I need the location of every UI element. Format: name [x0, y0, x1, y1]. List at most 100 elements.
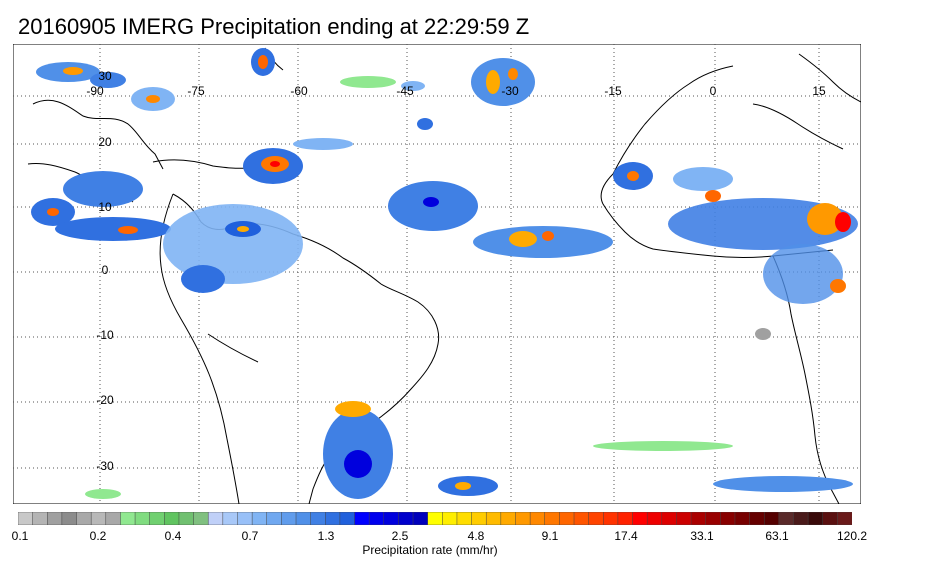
- rain-patch: [388, 181, 478, 231]
- rain-patch: [668, 190, 858, 304]
- colorbar-cell: [807, 512, 824, 525]
- lat-tick-label: -20: [96, 393, 114, 407]
- colorbar-tick-label: 0.7: [241, 529, 259, 543]
- colorbar-cell: [471, 512, 487, 525]
- lon-tick-label: 0: [710, 84, 717, 98]
- rain-patch: [613, 162, 733, 191]
- colorbar-cell: [500, 512, 517, 525]
- precipitation-map: -90 -75 -60 -45 -30 -15 0 15 30 20 10 0 …: [13, 44, 861, 504]
- colorbar-cell: [485, 512, 502, 525]
- lat-tick-label: -10: [96, 328, 114, 342]
- lon-tick-labels: -90 -75 -60 -45 -30 -15 0 15: [86, 84, 826, 98]
- colorbar-cell: [266, 512, 282, 525]
- colorbar-cell: [749, 512, 765, 525]
- colorbar-tick-label: 9.1: [541, 529, 559, 543]
- colorbar-tick-label: 2.5: [391, 529, 409, 543]
- colorbar-cell: [822, 512, 838, 525]
- colorbar-cell: [251, 512, 268, 525]
- colorbar-cell: [325, 512, 341, 525]
- lat-tick-labels: 30 20 10 0 -10 -20 -30: [96, 69, 114, 473]
- rain-patch: [471, 58, 535, 106]
- colorbar-cell: [676, 512, 692, 525]
- lat-tick-label: 10: [98, 200, 112, 214]
- colorbar-cell: [661, 512, 677, 525]
- rain-patch: [31, 171, 171, 241]
- colorbar-tick-label: 120.2: [836, 529, 868, 543]
- lon-tick-label: 15: [812, 84, 826, 98]
- lon-tick-label: -90: [86, 84, 104, 98]
- lat-tick-label: 30: [98, 69, 112, 83]
- colorbar-cell: [705, 512, 721, 525]
- lat-tick-label: -30: [96, 459, 114, 473]
- colorbar-cell: [120, 512, 136, 525]
- lon-tick-label: -60: [290, 84, 308, 98]
- colorbar-cell: [603, 512, 619, 525]
- colorbar-cell: [793, 512, 809, 525]
- colorbar-cell: [18, 512, 34, 525]
- rain-patch: [163, 204, 303, 293]
- colorbar-cell: [368, 512, 385, 525]
- colorbar-cell: [398, 512, 414, 525]
- colorbar-title: Precipitation rate (mm/hr): [362, 543, 498, 557]
- colorbar-cell: [837, 512, 852, 525]
- colorbar-cell: [544, 512, 560, 525]
- colorbar-cell: [559, 512, 575, 525]
- colorbar-tick-label: 17.4: [614, 529, 638, 543]
- precipitation-areas: [31, 48, 858, 499]
- colorbar-tick-label: 0.4: [164, 529, 182, 543]
- rain-patch: [243, 148, 303, 184]
- colorbar-cell: [207, 512, 224, 525]
- colorbar: [18, 512, 852, 525]
- colorbar-cell: [354, 512, 370, 525]
- lon-tick-label: -15: [604, 84, 622, 98]
- colorbar-cell: [383, 512, 399, 525]
- colorbar-cell: [412, 512, 429, 525]
- colorbar-cell: [690, 512, 707, 525]
- colorbar-tick-label: 0.1: [11, 529, 29, 543]
- colorbar-cell: [149, 512, 165, 525]
- colorbar-tick-label: 33.1: [690, 529, 714, 543]
- rain-patch: [473, 226, 613, 258]
- colorbar-cell: [617, 512, 634, 525]
- colorbar-cell: [105, 512, 121, 525]
- lat-tick-label: 0: [102, 263, 109, 277]
- colorbar-cell: [456, 512, 473, 525]
- colorbar-cell: [134, 512, 151, 525]
- colorbar-cell: [588, 512, 604, 525]
- colorbar-cell: [76, 512, 92, 525]
- colorbar-cell: [178, 512, 195, 525]
- lon-tick-label: -30: [501, 84, 519, 98]
- lon-tick-label: -45: [396, 84, 414, 98]
- colorbar-cell: [47, 512, 63, 525]
- colorbar-cell: [734, 512, 751, 525]
- coastlines: [27, 47, 861, 504]
- rain-patch: [340, 76, 425, 91]
- lat-tick-label: 20: [98, 135, 112, 149]
- rain-patch: [323, 401, 393, 499]
- colorbar-cell: [427, 512, 443, 525]
- colorbar-cell: [515, 512, 531, 525]
- rain-patch: [85, 118, 771, 499]
- colorbar-cell: [295, 512, 312, 525]
- colorbar-tick-label: 4.8: [467, 529, 485, 543]
- colorbar-tick-label: 63.1: [765, 529, 789, 543]
- colorbar-cell: [646, 512, 663, 525]
- colorbar-cell: [529, 512, 546, 525]
- colorbar-cell: [339, 512, 356, 525]
- lon-tick-label: -75: [187, 84, 205, 98]
- colorbar-cell: [61, 512, 78, 525]
- colorbar-cell: [720, 512, 736, 525]
- rain-patch: [251, 48, 275, 76]
- colorbar-cell: [778, 512, 795, 525]
- colorbar-cell: [164, 512, 180, 525]
- colorbar-cell: [573, 512, 590, 525]
- rain-patch: [36, 62, 175, 111]
- colorbar-cell: [90, 512, 107, 525]
- colorbar-tick-label: 1.3: [317, 529, 335, 543]
- colorbar-cell: [632, 512, 648, 525]
- colorbar-cell: [222, 512, 239, 525]
- colorbar-cell: [310, 512, 326, 525]
- colorbar-tick-label: 0.2: [89, 529, 107, 543]
- colorbar-cell: [32, 512, 48, 525]
- colorbar-cell: [442, 512, 458, 525]
